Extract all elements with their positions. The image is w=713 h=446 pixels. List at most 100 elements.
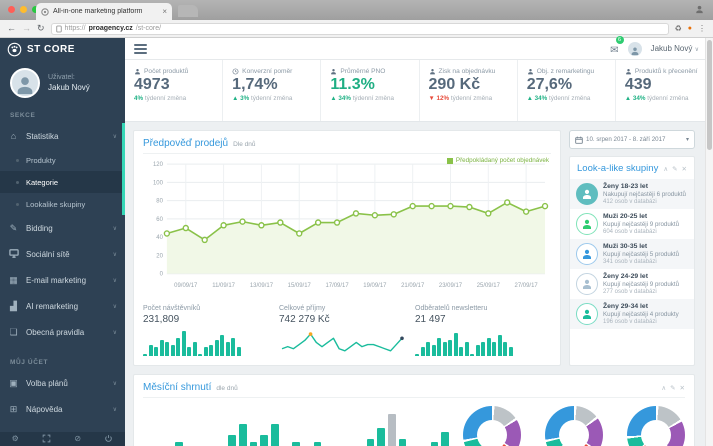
- person-icon: [583, 249, 591, 259]
- power-icon[interactable]: [104, 434, 113, 445]
- sidebar-user[interactable]: Uživatel: Jakub Nový: [0, 60, 125, 106]
- zoom-window-button[interactable]: [32, 6, 39, 13]
- browser-tab[interactable]: All-in-one marketing platform ×: [36, 3, 172, 20]
- address-bar[interactable]: https://proagency.cz/st-core/: [50, 22, 669, 35]
- kpi-value: 1,74%: [232, 76, 278, 93]
- kpi-change: ▼ 12% týdenní změna: [428, 95, 493, 103]
- kpi-pocet-produktu: Počet produktů 4973 4% týdenní změna: [125, 60, 224, 121]
- chart-icon: ▟: [10, 300, 17, 311]
- kpi-obj-z-remarketingu: Obj. z remarketingu 27,6% ▲ 34% týdenní …: [518, 60, 616, 121]
- kpi-value: 27,6%: [526, 76, 573, 93]
- sidebar-item-email-marketing[interactable]: ▦ E-mail marketing ∨: [9, 274, 117, 285]
- sidebar-item-ai-remarketing[interactable]: ▟ AI remarketing ∨: [0, 293, 125, 319]
- monthly-bar-chart: [143, 402, 450, 446]
- chart-legend: Předpokládaný počet objednávek: [446, 157, 549, 164]
- lookalike-group[interactable]: Ženy 29-34 let Kupují nejčastěji 4 produk…: [570, 299, 694, 329]
- url-scheme: https://: [64, 25, 86, 32]
- date-range-picker[interactable]: 10. srpen 2017 - 8. září 2017 ▾: [569, 130, 695, 149]
- tab-close-icon[interactable]: ×: [162, 7, 167, 16]
- sidebar-account-label: MŮJ ÚČET: [10, 359, 49, 366]
- close-window-button[interactable]: [8, 6, 15, 13]
- browser-tab-strip: All-in-one marketing platform ×: [0, 0, 713, 20]
- sidebar-section-label: SEKCE: [10, 112, 36, 119]
- lookalike-group[interactable]: Muži 30-35 let Kupují nejčastěji 5 produk…: [570, 239, 694, 269]
- sidebar: ST CORE Uživatel: Jakub Nový SEKCE ⌂ Sta…: [0, 38, 125, 446]
- extension-dot-icon[interactable]: ●: [687, 25, 692, 32]
- scrollbar-thumb[interactable]: [707, 40, 712, 150]
- page-content: Předpověď prodejů Dle dnů Předpokládaný …: [125, 122, 713, 446]
- grid-icon: ⊞: [9, 403, 18, 414]
- svg-text:100: 100: [153, 180, 164, 186]
- group-avatar: [576, 273, 598, 295]
- chevron-down-icon: ∨: [112, 380, 117, 387]
- browser-profile-icon[interactable]: [694, 4, 705, 15]
- revenue-sparkline: [281, 332, 404, 352]
- sidebar-item-volba-planu[interactable]: ▣ Volba plánů ∨: [9, 377, 117, 388]
- chevron-down-icon: ∨: [112, 133, 117, 140]
- svg-text:19/09/17: 19/09/17: [363, 283, 387, 289]
- back-icon[interactable]: ←: [7, 23, 16, 33]
- mute-icon[interactable]: ⊘: [74, 434, 82, 443]
- stat-visitors: Počet návštěvníků 231,809: [143, 305, 279, 363]
- close-icon[interactable]: ✕: [681, 166, 687, 173]
- sidebar-item-obecna-pravidla[interactable]: ❏ Obecná pravidla ∨: [9, 326, 117, 337]
- svg-text:40: 40: [156, 235, 163, 241]
- monthly-title[interactable]: Měsíční shrnutí: [143, 382, 212, 393]
- group-avatar: [576, 243, 598, 265]
- close-icon[interactable]: ✕: [679, 385, 685, 392]
- collapse-icon[interactable]: ∧: [663, 166, 669, 173]
- person-icon: [17, 77, 33, 95]
- fullscreen-icon[interactable]: [42, 434, 51, 445]
- lookalike-title[interactable]: Look-a-like skupiny: [577, 163, 659, 174]
- app-logo[interactable]: ST CORE: [0, 38, 125, 60]
- group-avatar: [576, 213, 598, 235]
- user-menu[interactable]: Jakub Nový ∨: [650, 44, 699, 53]
- sidebar-user-name: Jakub Nový: [48, 83, 90, 92]
- svg-text:17/09/17: 17/09/17: [325, 283, 349, 289]
- sidebar-item-statistika[interactable]: ⌂ Statistika ∨: [0, 123, 125, 149]
- sidebar-subitem-lookalike-skupiny[interactable]: Lookalike skupiny: [0, 193, 125, 215]
- lookalike-card: Look-a-like skupiny ∧ ✎ ✕ Ženy 18-23 let…: [569, 156, 695, 366]
- extension-recycle-icon[interactable]: ♻: [674, 23, 682, 33]
- lookalike-group[interactable]: Ženy 24-29 let Kupují nejčastěji 9 produk…: [570, 269, 694, 299]
- svg-text:13/09/17: 13/09/17: [250, 283, 274, 289]
- page-scrollbar: [705, 38, 713, 446]
- forecast-title[interactable]: Předpověď prodejů: [143, 138, 229, 149]
- line-chart: 0 20 40 60 80 100 120 09/09/17 11/09/17 13/09/17 1…: [153, 162, 549, 289]
- minimize-window-button[interactable]: [20, 6, 27, 13]
- settings-icon[interactable]: ✎: [672, 166, 678, 173]
- home-icon: ⌂: [10, 131, 17, 141]
- caret-down-icon: ▾: [685, 137, 689, 143]
- svg-text:80: 80: [156, 199, 163, 205]
- svg-text:27/09/17: 27/09/17: [515, 283, 539, 289]
- menu-toggle-icon[interactable]: [134, 43, 147, 54]
- browser-menu-icon[interactable]: ⋮: [698, 23, 706, 33]
- sidebar-item-socialni-site[interactable]: Sociální sítě ∨: [0, 241, 125, 267]
- svg-text:20: 20: [156, 253, 163, 259]
- collapse-icon[interactable]: ∧: [661, 385, 667, 392]
- kpi-value: 290 Kč: [428, 76, 481, 93]
- avatar[interactable]: [627, 41, 642, 56]
- monthly-donuts: [463, 406, 685, 446]
- chevron-down-icon: ∨: [112, 303, 117, 310]
- sidebar-subitem-produkty[interactable]: Produkty: [0, 149, 125, 171]
- sidebar-item-napoveda[interactable]: ⊞ Nápověda ∨: [9, 403, 117, 414]
- forward-icon[interactable]: →: [22, 23, 31, 33]
- paw-icon: [7, 42, 22, 56]
- sidebar-subitem-kategorie[interactable]: Kategorie: [0, 171, 125, 193]
- lookalike-group[interactable]: Muži 20-25 let Kupují nejčastěji 9 produk…: [570, 209, 694, 239]
- copy-icon: ❏: [9, 326, 18, 337]
- mail-button[interactable]: ✉ 6: [610, 35, 624, 58]
- svg-text:0: 0: [160, 272, 164, 278]
- newsletter-sparkline: [415, 328, 543, 356]
- gear-icon[interactable]: ⚙: [11, 434, 19, 443]
- lookalike-group[interactable]: Ženy 18-23 let Nakupují nejčastěji 6 prod…: [570, 179, 694, 209]
- chevron-down-icon: ∨: [112, 251, 117, 258]
- new-tab-button[interactable]: [178, 5, 198, 17]
- sidebar-item-bidding[interactable]: ✎ Bidding ∨: [9, 222, 117, 233]
- settings-icon[interactable]: ✎: [670, 385, 676, 392]
- donut-chart: [463, 406, 521, 446]
- kpi-prumerne-pno: Průměrné PNO 11.3% ▲ 34% týdenní změna: [321, 60, 420, 121]
- reload-icon[interactable]: ↻: [37, 23, 45, 33]
- user-icon: [429, 69, 435, 75]
